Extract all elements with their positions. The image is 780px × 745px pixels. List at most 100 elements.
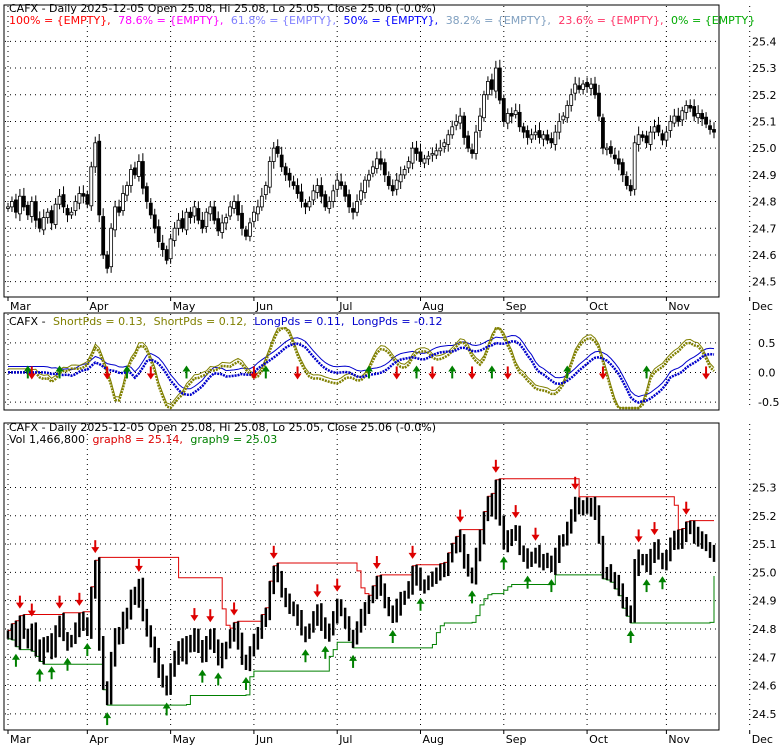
candle-body — [636, 134, 641, 145]
channel-legend: Vol 1,466,800 graph8 = 25.14, graph9 = 2… — [9, 433, 277, 446]
candle-body — [248, 222, 252, 237]
candle-body — [394, 179, 399, 190]
candle — [287, 168, 292, 188]
channel-y-tick: 24.8 — [752, 623, 777, 636]
candle-body — [704, 116, 708, 125]
sell-arrow-head — [650, 529, 659, 536]
candle-body — [521, 126, 526, 133]
candle — [299, 183, 304, 208]
candle-body — [6, 206, 10, 209]
candle-body — [398, 174, 403, 183]
fib-618-label: 61.8% = {EMPTY}, — [231, 14, 336, 27]
candle — [597, 84, 601, 122]
candle — [553, 124, 558, 151]
candle — [585, 77, 589, 93]
candle — [279, 146, 284, 172]
candle — [605, 143, 609, 156]
candle — [422, 154, 427, 169]
candle-body — [680, 110, 685, 121]
long-pds-1: LongPds = 0.11, — [254, 315, 344, 328]
buy-arrow-head — [214, 672, 223, 679]
candle — [620, 158, 625, 183]
sell-arrow-head — [392, 373, 401, 380]
candle — [410, 142, 415, 170]
candle-body — [212, 206, 217, 221]
candle — [704, 112, 708, 129]
candle — [390, 179, 395, 196]
candle — [537, 122, 542, 144]
candle — [49, 205, 54, 231]
fib-50-label: 50% = {EMPTY}, — [344, 14, 439, 27]
buy-arrow-head — [103, 712, 112, 719]
candle-body — [299, 191, 304, 202]
candle — [17, 189, 22, 222]
channel-panel: CAFX - Daily 2025-12-05 Open 25.08, Hi 2… — [3, 421, 777, 745]
candle — [168, 233, 173, 264]
candle — [355, 194, 359, 217]
candle-body — [287, 172, 292, 181]
price-y-tick: 25.2 — [752, 89, 777, 102]
buy-arrow — [103, 712, 112, 726]
buy-arrow — [642, 365, 651, 379]
candle — [347, 189, 352, 214]
sell-arrow-head — [103, 373, 112, 380]
candle-body — [359, 190, 363, 201]
candle-body — [553, 131, 558, 145]
candle-body — [450, 126, 455, 136]
buy-arrow-head — [122, 365, 131, 372]
candle — [608, 140, 613, 158]
candle — [85, 190, 90, 209]
buy-arrow-head — [349, 654, 358, 661]
sell-arrow — [27, 603, 36, 617]
short-pds-line — [8, 326, 715, 410]
candle-body — [493, 67, 498, 92]
candle — [708, 119, 712, 135]
candle — [252, 206, 256, 228]
candle-body — [113, 206, 117, 231]
candle-body — [339, 181, 344, 186]
price-y-tick: 24.8 — [752, 196, 777, 209]
buy-arrow-head — [658, 576, 667, 583]
candle-body — [462, 115, 467, 138]
candle-body — [593, 83, 597, 96]
candle — [307, 196, 312, 211]
price-y-tick: 25.1 — [752, 115, 777, 128]
long-pds-envelope — [8, 334, 715, 398]
graph8-line — [8, 478, 714, 631]
buy-arrow — [261, 365, 270, 379]
candle-body — [620, 162, 625, 176]
sell-arrow-head — [571, 483, 580, 490]
candle — [478, 107, 482, 138]
candle-body — [228, 206, 233, 217]
candle — [521, 122, 526, 139]
candle-body — [696, 113, 701, 119]
candle — [14, 193, 18, 219]
sell-arrow-head — [146, 373, 155, 380]
price-y-axis: 25.4 25.3 25.2 25.1 25.0 24.9 24.8 24.7 24.6 24.5 — [752, 35, 777, 288]
candle — [37, 211, 42, 233]
candle — [271, 142, 276, 169]
buy-arrow — [241, 676, 250, 690]
candle-body — [271, 147, 276, 162]
candle — [136, 154, 141, 182]
sell-arrow-head — [206, 616, 215, 623]
channel-x-tick-label: Oct — [589, 733, 609, 745]
sell-arrow — [531, 527, 540, 541]
candle — [263, 181, 268, 200]
price-x-tick-label: Jul — [338, 300, 352, 313]
candle — [89, 161, 94, 211]
candle — [541, 130, 546, 147]
candle-body — [708, 125, 712, 130]
candle-body — [283, 166, 288, 176]
sell-arrow-head — [702, 373, 711, 380]
candle-body — [73, 201, 78, 212]
channel-x-tick-label: Aug — [422, 733, 443, 745]
candle — [244, 225, 248, 241]
candle — [446, 129, 451, 152]
candle — [248, 217, 252, 242]
price-y-tick: 24.9 — [752, 169, 777, 182]
candle-body — [692, 106, 697, 117]
sell-arrow — [428, 366, 437, 380]
candle-body — [176, 219, 181, 229]
candle — [593, 76, 597, 99]
